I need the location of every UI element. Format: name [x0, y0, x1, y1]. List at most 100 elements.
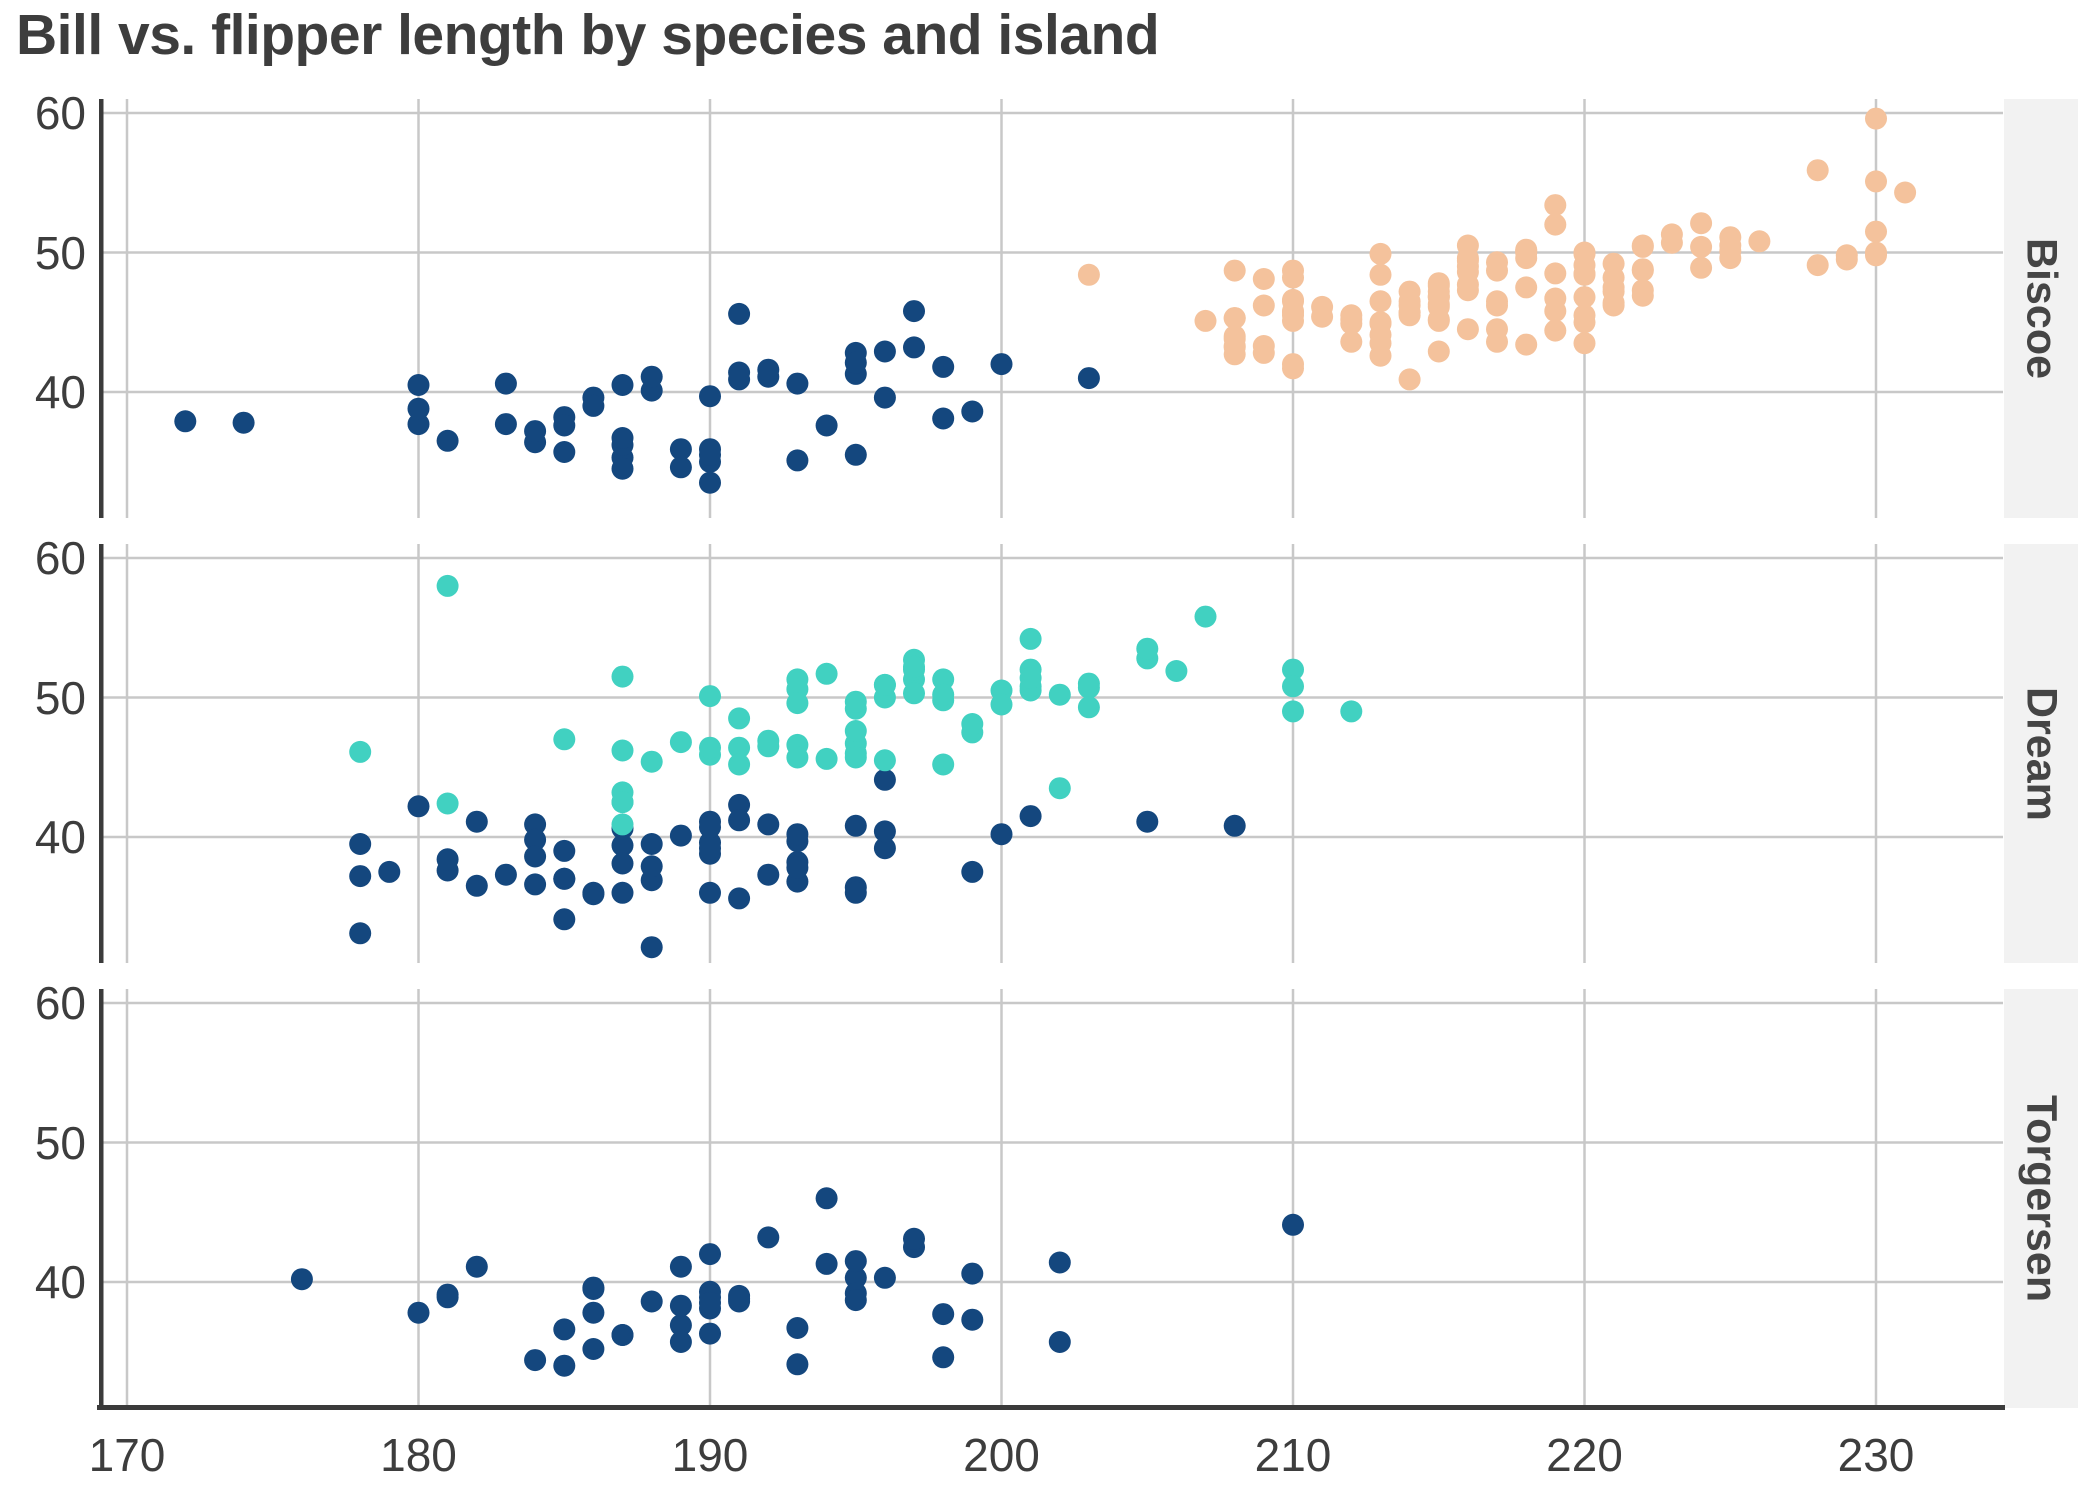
scatter-point-chinstrap	[844, 720, 867, 742]
scatter-point-gentoo	[1223, 335, 1246, 357]
scatter-point-chinstrap	[728, 707, 751, 730]
scatter-point-chinstrap	[349, 740, 372, 763]
scatter-point-chinstrap	[961, 713, 984, 735]
scatter-point-gentoo	[1806, 254, 1829, 277]
scatter-point-adelie	[844, 881, 867, 904]
scatter-point-adelie	[349, 922, 372, 945]
scatter-point-chinstrap	[1019, 667, 1042, 689]
scatter-point-adelie	[873, 340, 896, 363]
scatter-point-chinstrap	[436, 792, 459, 815]
x-tick-label: 210	[1254, 1429, 1332, 1481]
scatter-point-chinstrap	[728, 753, 751, 776]
scatter-point-adelie	[582, 1338, 605, 1360]
facet-plot-area	[99, 99, 2003, 518]
scatter-point-chinstrap	[932, 683, 955, 706]
y-tick-label: 60	[34, 977, 86, 1029]
scatter-point-adelie	[699, 1243, 721, 1266]
scatter-point-adelie	[1282, 1213, 1304, 1236]
scatter-point-adelie	[669, 824, 692, 847]
scatter-point-chinstrap	[844, 690, 867, 713]
scatter-point-gentoo	[1602, 280, 1625, 303]
scatter-point-adelie	[961, 860, 984, 883]
scatter-point-gentoo	[1398, 368, 1421, 391]
scatter-point-gentoo	[1573, 242, 1596, 265]
scatter-point-gentoo	[1544, 213, 1567, 236]
scatter-point-chinstrap	[786, 692, 809, 715]
scatter-point-gentoo	[1369, 263, 1392, 286]
scatter-point-gentoo	[1865, 244, 1887, 267]
scatter-point-chinstrap	[903, 655, 925, 678]
scatter-point-adelie	[494, 413, 517, 436]
scatter-point-gentoo	[1223, 307, 1246, 330]
scatter-point-chinstrap	[903, 682, 925, 705]
scatter-point-adelie	[290, 1268, 313, 1291]
y-axis-line	[99, 99, 104, 518]
scatter-point-chinstrap	[1282, 658, 1304, 681]
scatter-point-adelie	[815, 1252, 838, 1275]
scatter-point-adelie	[728, 302, 751, 325]
scatter-point-adelie	[524, 828, 547, 851]
scatter-point-gentoo	[1515, 276, 1538, 299]
facet-strip-label: Dream	[2017, 686, 2066, 821]
scatter-point-adelie	[611, 374, 634, 396]
scatter-point-adelie	[757, 1226, 780, 1249]
scatter-point-gentoo	[1690, 235, 1713, 258]
scatter-point-gentoo	[1456, 234, 1479, 257]
scatter-point-adelie	[728, 887, 751, 910]
scatter-point-adelie	[640, 1290, 663, 1313]
scatter-point-gentoo	[1894, 181, 1917, 204]
scatter-point-chinstrap	[932, 753, 955, 776]
scatter-point-chinstrap	[873, 673, 896, 696]
scatter-point-adelie	[844, 1266, 867, 1289]
scatter-point-gentoo	[1282, 301, 1304, 324]
scatter-point-adelie	[903, 336, 925, 359]
scatter-point-chinstrap	[1340, 700, 1363, 723]
scatter-point-adelie	[611, 457, 634, 480]
scatter-point-gentoo	[1515, 333, 1538, 356]
scatter-point-chinstrap	[1077, 696, 1100, 719]
scatter-point-gentoo	[1486, 318, 1508, 341]
scatter-point-chinstrap	[1282, 700, 1304, 723]
scatter-point-adelie	[757, 358, 780, 381]
scatter-point-gentoo	[1252, 341, 1275, 364]
scatter-point-adelie	[1019, 805, 1042, 828]
scatter-point-adelie	[407, 374, 430, 396]
scatter-point-adelie	[524, 813, 547, 836]
scatter-point-adelie	[1048, 1251, 1071, 1274]
scatter-point-adelie	[582, 1276, 605, 1299]
scatter-point-adelie	[553, 414, 576, 437]
scatter-point-adelie	[990, 823, 1013, 846]
facet-plot-area	[99, 989, 2003, 1408]
scatter-point-gentoo	[1544, 319, 1567, 342]
scatter-point-adelie	[1077, 367, 1100, 390]
scatter-point-adelie	[932, 1346, 955, 1369]
scatter-point-adelie	[699, 471, 721, 494]
scatter-point-adelie	[407, 397, 430, 420]
scatter-point-adelie	[611, 427, 634, 449]
chart-title: Bill vs. flipper length by species and i…	[16, 3, 1160, 67]
scatter-point-chinstrap	[1019, 627, 1042, 650]
scatter-point-adelie	[757, 813, 780, 836]
scatter-point-adelie	[582, 883, 605, 906]
scatter-point-adelie	[553, 908, 576, 931]
scatter-point-adelie	[990, 353, 1013, 376]
scatter-point-adelie	[815, 1187, 838, 1210]
scatter-point-adelie	[844, 814, 867, 837]
scatter-point-gentoo	[1369, 290, 1392, 313]
scatter-point-adelie	[728, 1284, 751, 1307]
scatter-point-adelie	[1223, 814, 1246, 837]
y-tick-label: 50	[34, 671, 86, 724]
y-tick-label: 40	[34, 811, 86, 863]
scatter-point-adelie	[349, 833, 372, 855]
y-tick-label: 60	[34, 532, 86, 584]
scatter-point-gentoo	[1398, 301, 1421, 324]
scatter-point-adelie	[611, 881, 634, 904]
facet-panel-biscoe	[99, 99, 2003, 518]
scatter-point-gentoo	[1456, 279, 1479, 302]
scatter-point-adelie	[436, 429, 459, 452]
x-axis-line	[97, 1405, 2005, 1410]
scatter-point-adelie	[553, 1354, 576, 1377]
scatter-point-gentoo	[1573, 332, 1596, 355]
scatter-point-adelie	[553, 1318, 576, 1341]
scatter-point-gentoo	[1427, 308, 1450, 331]
